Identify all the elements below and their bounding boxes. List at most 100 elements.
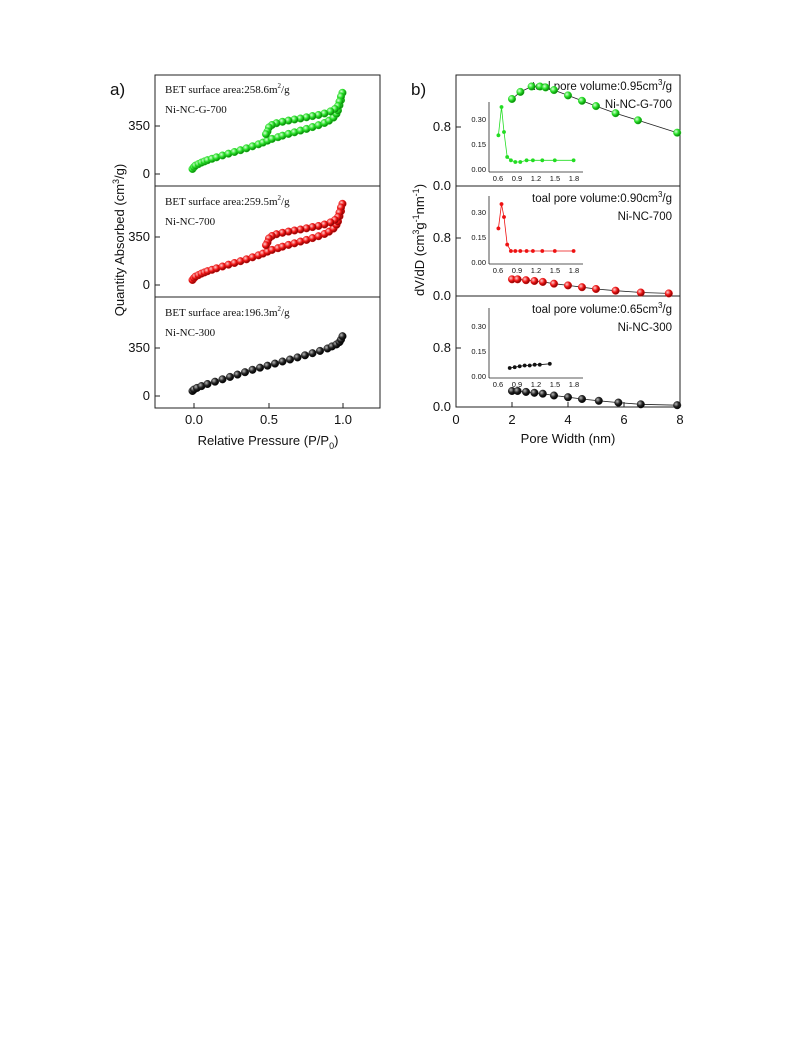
sample-label-b-2: Ni-NC-700	[618, 211, 672, 223]
y-tick-label-a-2-0: 0	[143, 277, 150, 292]
inset-b-1-ytick-030: 0.30	[471, 115, 486, 124]
inset-b-2-xtick-09: 0.9	[512, 266, 522, 275]
inset-b-1-xtick-12: 1.2	[531, 174, 541, 183]
x-tick-label-b-0: 0	[452, 412, 459, 427]
y-axis-title-b: dV/dD (cm3g-1nm-1)	[411, 184, 427, 296]
x-tick-label-a-1: 1.0	[334, 412, 352, 427]
inset-point	[571, 249, 576, 253]
pore-volume-annotation-2: toal pore volume:0.90cm3/g	[532, 190, 672, 205]
inset-b-2-xtick-18: 1.8	[569, 266, 579, 275]
psd-point	[592, 102, 601, 111]
panel-b-label: b)	[411, 80, 426, 99]
inset-point	[508, 249, 513, 253]
series-b-3	[508, 387, 682, 410]
panel-a: a) BET surface area:258.6m2/g Ni-NC-G-70…	[110, 74, 381, 451]
inset-b-2-ytick-015: 0.15	[471, 233, 486, 242]
bet-annotation-1: BET surface area:258.6m2/g	[165, 82, 290, 96]
inset-point	[512, 365, 517, 370]
inset-point	[518, 249, 523, 253]
inset-b-2-xticks: 0.6 0.9 1.2 1.5 1.8	[493, 266, 579, 275]
sample-label-b-3: Ni-NC-300	[618, 322, 672, 334]
isotherm-point	[218, 375, 227, 384]
inset-point	[537, 362, 542, 367]
inset-b-1: 0.00 0.15 0.30 0.6 0.9 1.2 1.5 1.8	[471, 102, 583, 183]
inset-line	[498, 204, 574, 252]
psd-point	[611, 286, 620, 295]
inset-b-3-xtick-12: 1.2	[531, 380, 541, 389]
panel-a-subplot-2: BET surface area:259.5m2/g Ni-NC-700 0 3…	[128, 194, 347, 292]
sample-label-a-1: Ni-NC-G-700	[165, 104, 227, 116]
y-tick-label-a-1-0: 0	[143, 166, 150, 181]
isotherm-point	[271, 359, 280, 368]
series-a-1-markers	[188, 88, 347, 173]
psd-point	[634, 116, 643, 125]
y-axis-a-3: 0 350	[128, 340, 160, 403]
inset-b-2-yticks: 0.00 0.15 0.30	[471, 208, 486, 267]
psd-point	[578, 96, 587, 105]
sample-label-a-3: Ni-NC-300	[165, 327, 216, 339]
inset-b-1-xtick-06: 0.6	[493, 174, 503, 183]
psd-point	[513, 387, 522, 396]
series-b-2	[508, 275, 673, 298]
panel-a-label: a)	[110, 80, 125, 99]
inset-point	[502, 130, 506, 134]
inset-b-3-ytick-015: 0.15	[471, 347, 486, 356]
psd-point	[513, 275, 522, 284]
inset-point	[532, 362, 537, 367]
panel-b: b) toal pore volume:0.95cm3/g Ni-NC-G-70…	[411, 74, 684, 446]
pore-volume-annotation-1: toal pore volume:0.95cm3/g	[532, 78, 672, 93]
psd-point	[564, 91, 573, 100]
psd-point	[550, 279, 559, 288]
psd-point	[538, 277, 547, 286]
inset-b-1-ytick-000: 0.00	[471, 165, 486, 174]
inset-b-2-xtick-06: 0.6	[493, 266, 503, 275]
inset-point	[507, 366, 512, 370]
y-tick-label-a-3-350: 350	[128, 340, 150, 355]
psd-point	[527, 82, 536, 91]
inset-b-3-xtick-06: 0.6	[493, 380, 503, 389]
inset-b-3-yticks: 0.00 0.15 0.30	[471, 322, 486, 381]
psd-point	[550, 391, 559, 400]
inset-point	[505, 242, 510, 247]
psd-point	[594, 396, 603, 405]
y-axis-b-3: 0.0 0.8	[433, 340, 461, 414]
inset-point	[505, 155, 510, 159]
isotherm-point	[301, 351, 310, 360]
inset-b-3-ytick-030: 0.30	[471, 322, 486, 331]
inset-b-3-xticks: 0.6 0.9 1.2 1.5 1.8	[493, 380, 579, 389]
y-axis-b-1: 0.0 0.8	[433, 119, 461, 193]
sample-label-a-2: Ni-NC-700	[165, 216, 216, 228]
psd-point	[538, 389, 547, 398]
psd-point	[664, 289, 673, 298]
isotherm-point	[262, 241, 271, 250]
pore-volume-annotation-3: toal pore volume:0.65cm3/g	[532, 301, 672, 316]
y-axis-a-2: 0 350	[128, 229, 160, 292]
psd-point	[516, 87, 525, 96]
psd-point	[614, 398, 623, 407]
isotherm-point	[248, 365, 257, 374]
inset-b-3-xtick-09: 0.9	[512, 380, 522, 389]
panel-b-subplot-1: toal pore volume:0.95cm3/g Ni-NC-G-700 0…	[433, 78, 682, 193]
y-tick-label-b-2-0: 0.0	[433, 288, 451, 303]
inset-point	[517, 364, 522, 369]
panel-b-frame	[455, 74, 681, 408]
inset-b-1-xticks: 0.6 0.9 1.2 1.5 1.8	[493, 174, 579, 183]
inset-point	[502, 215, 506, 219]
inset-point	[518, 160, 523, 164]
x-tick-label-b-8: 8	[676, 412, 683, 427]
x-tick-label-b-2: 2	[508, 412, 515, 427]
inset-b-1-ytick-015: 0.15	[471, 140, 486, 149]
y-tick-label-a-1-350: 350	[128, 118, 150, 133]
inset-line	[498, 106, 574, 163]
sample-label-b-1: Ni-NC-G-700	[605, 99, 672, 111]
isotherm-point	[338, 332, 347, 341]
psd-point	[530, 388, 539, 397]
inset-point	[530, 249, 535, 253]
psd-point	[592, 285, 601, 294]
psd-point	[578, 395, 587, 404]
y-tick-label-b-2-08: 0.8	[433, 230, 451, 245]
isotherm-point	[256, 363, 265, 372]
inset-point	[540, 158, 545, 163]
psd-point	[508, 94, 517, 103]
